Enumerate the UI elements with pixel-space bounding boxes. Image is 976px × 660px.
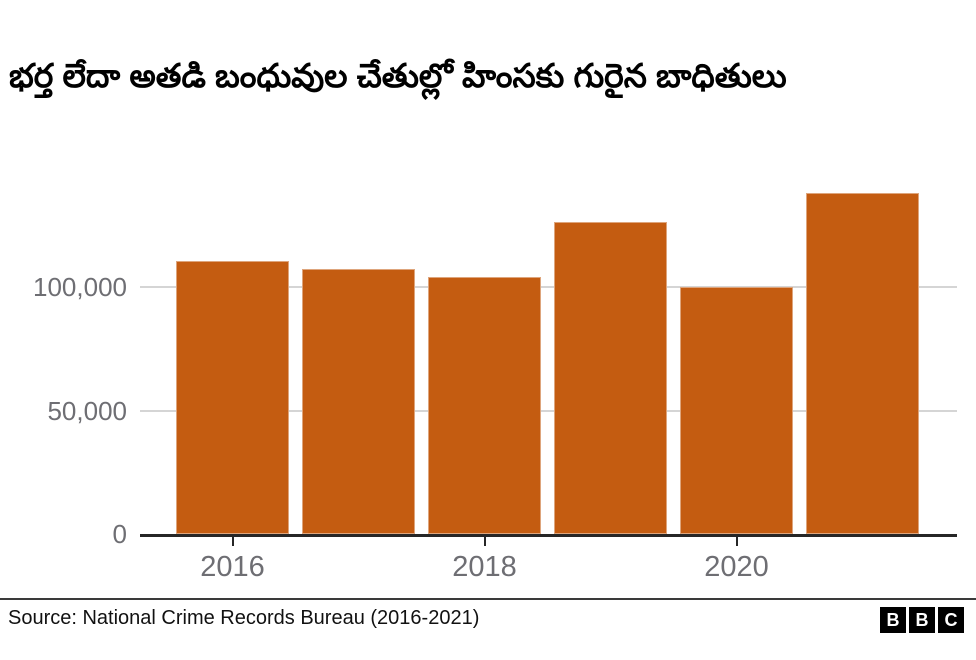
y-axis-label-100000: 100,000 [33, 271, 127, 302]
chart-title: భర్త లేదా అతడి బంధువుల చేతుల్లో హింసకు గ… [9, 57, 787, 94]
bar-2021 [806, 193, 919, 534]
footer: Source: National Crime Records Bureau (2… [0, 598, 976, 660]
x-tick-2020 [735, 537, 738, 546]
y-axis-labels: 0 50,000 100,000 [0, 160, 127, 547]
x-axis-label-2018: 2018 [452, 551, 517, 583]
x-axis-line [140, 534, 957, 537]
gridline-100000 [140, 285, 957, 288]
source-text: Source: National Crime Records Bureau (2… [8, 607, 480, 629]
bar-2018 [428, 277, 541, 534]
x-axis-label-2016: 2016 [200, 551, 265, 583]
footer-divider [0, 598, 976, 600]
gridline-50000 [140, 409, 957, 412]
y-axis-label-50000: 50,000 [47, 395, 127, 426]
bar-2017 [302, 269, 415, 534]
bbc-logo-letter-1: B [880, 607, 906, 633]
x-tick-2016 [231, 537, 234, 546]
bar-2016 [176, 261, 289, 534]
x-axis-labels: 2016 2018 2020 [140, 537, 957, 597]
bbc-logo-letter-3: C [938, 607, 964, 633]
x-tick-2018 [483, 537, 486, 546]
bar-2020 [680, 287, 793, 534]
y-axis-label-0: 0 [112, 519, 127, 549]
bar-2019 [554, 222, 667, 534]
bbc-logo-letter-2: B [909, 607, 935, 633]
plot-area [140, 160, 957, 537]
x-axis-label-2020: 2020 [704, 551, 769, 583]
